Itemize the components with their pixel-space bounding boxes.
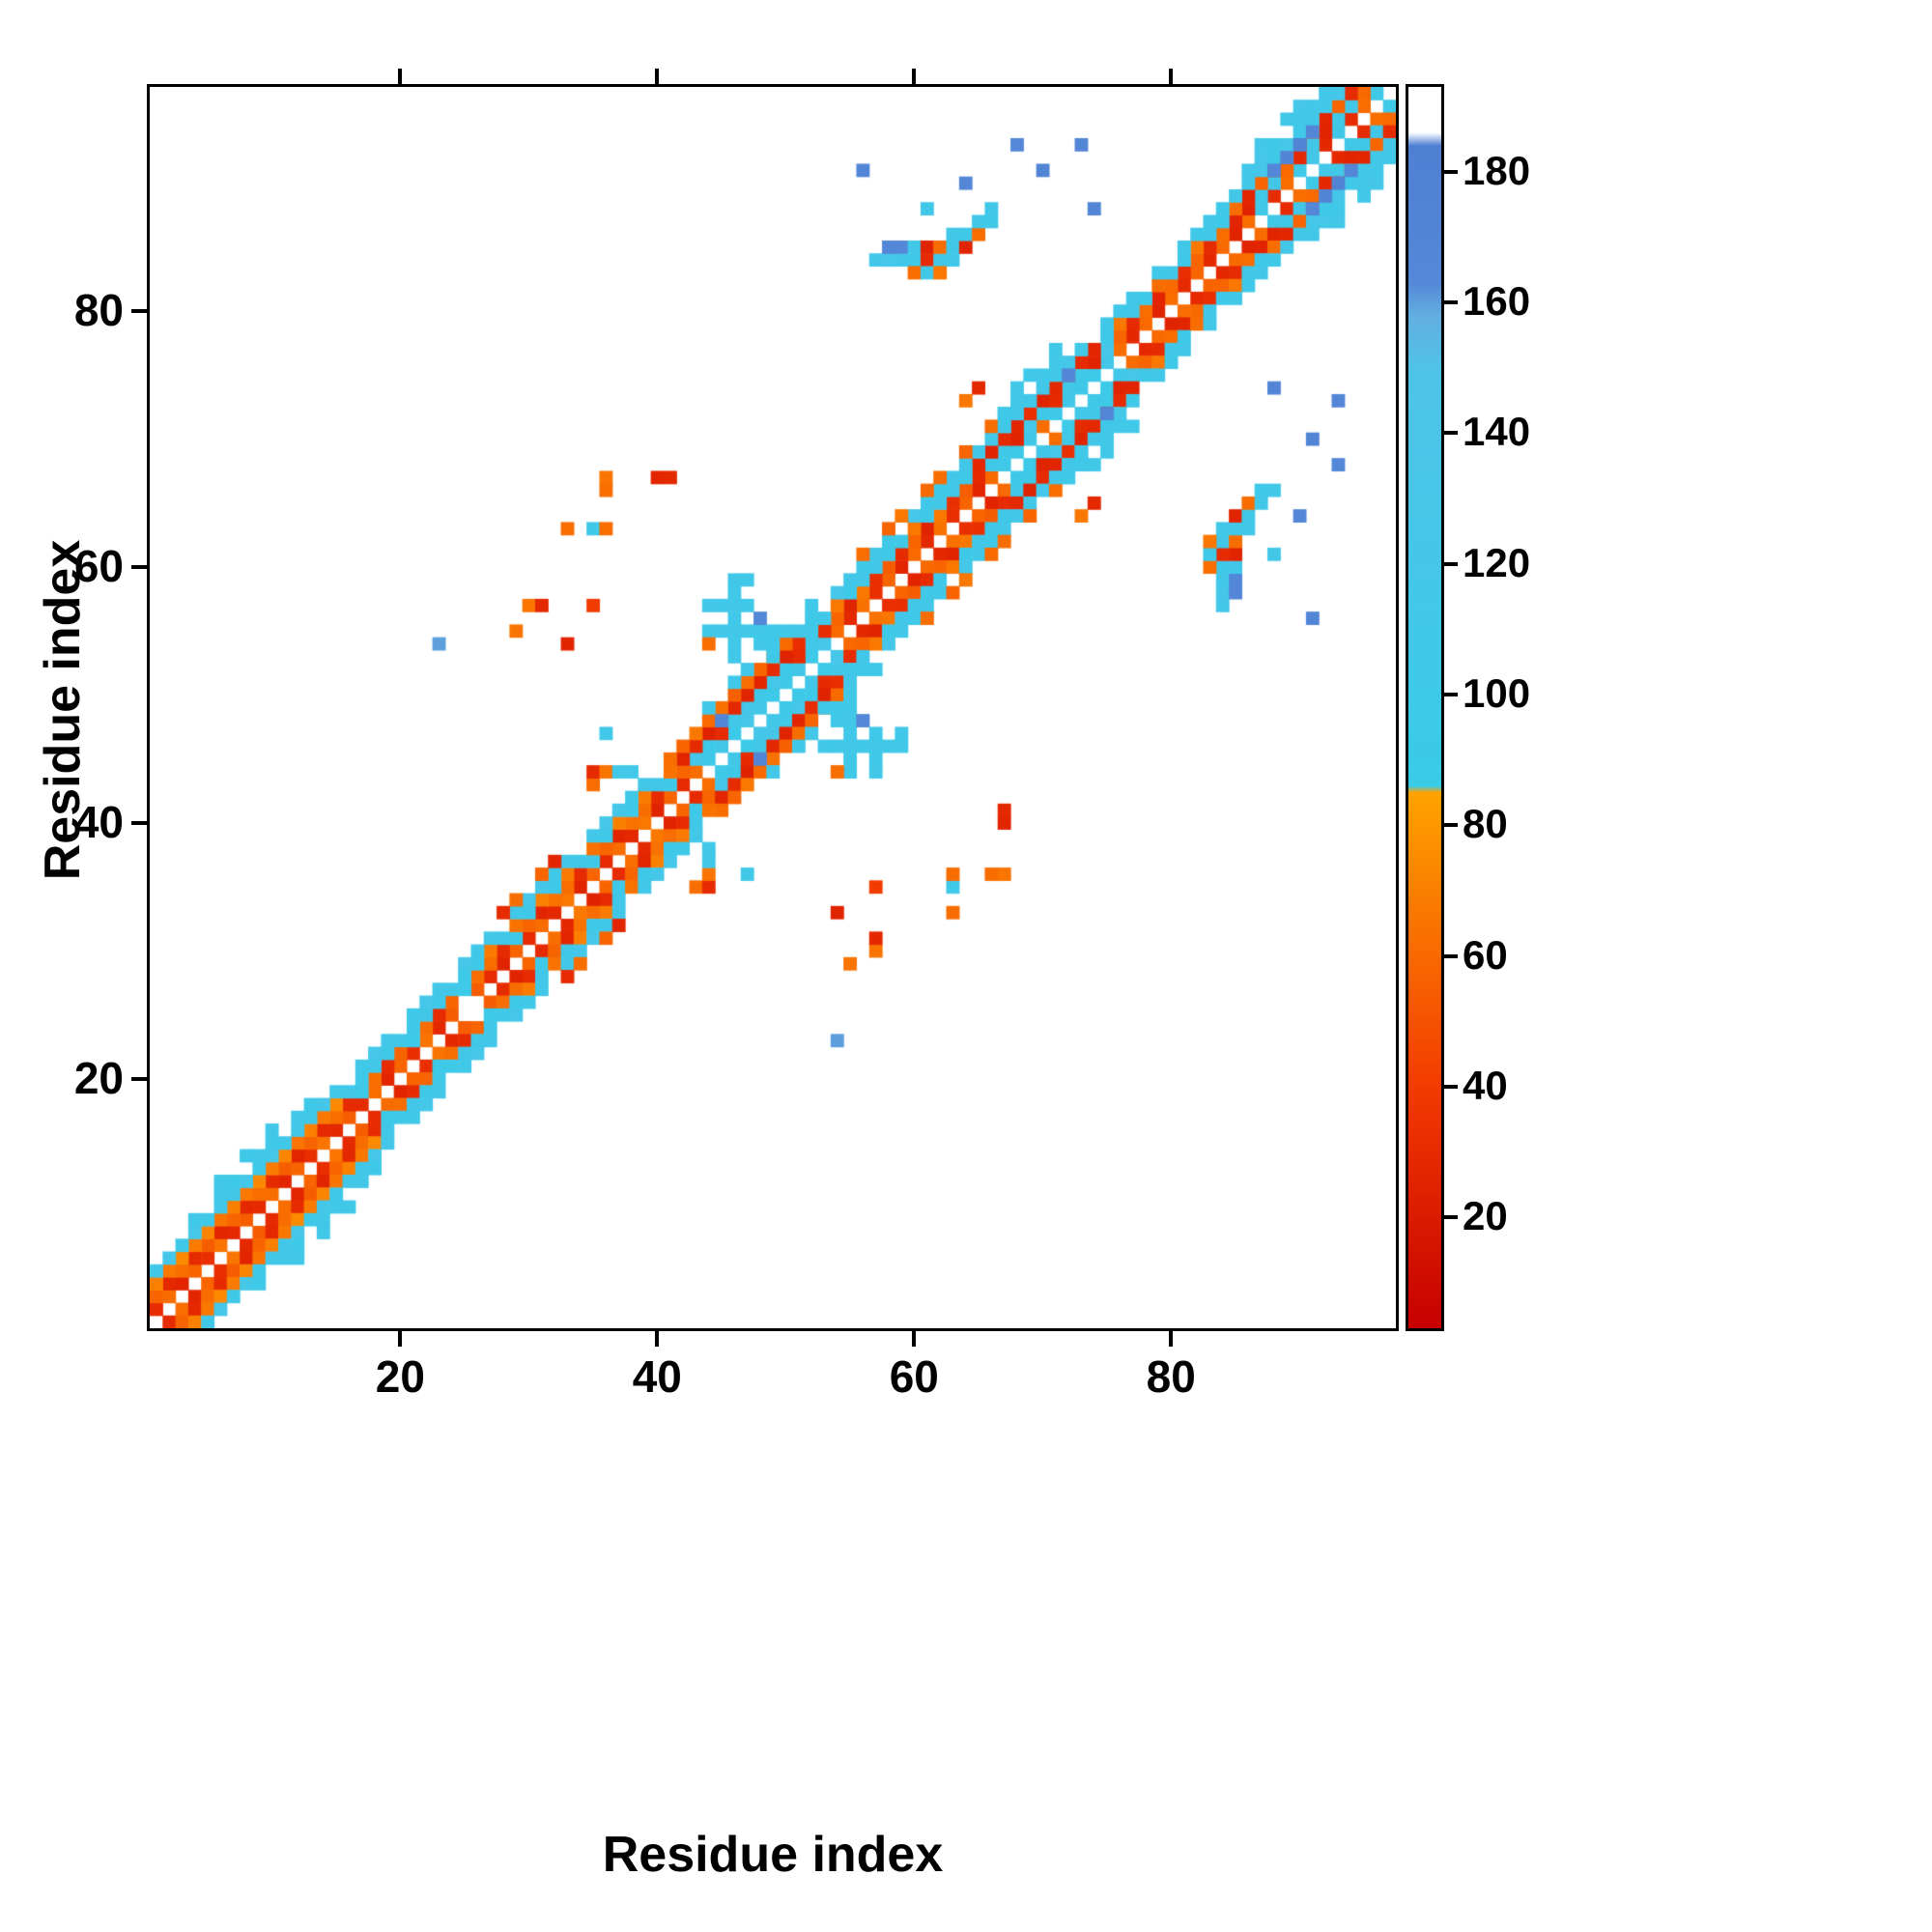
colorbar-tick-label: 160 (1463, 278, 1531, 325)
colorbar-tick-mark (1444, 692, 1458, 696)
colorbar-tick-label: 120 (1463, 539, 1531, 585)
heatmap-canvas (150, 87, 1396, 1328)
colorbar-tick-label: 40 (1463, 1062, 1508, 1108)
colorbar-gradient (1408, 87, 1441, 1328)
x-tick-mark (398, 1331, 403, 1347)
x-tick-label: 60 (889, 1351, 939, 1402)
x-tick-mark (655, 69, 660, 84)
colorbar-tick-label: 140 (1463, 409, 1531, 455)
y-tick-label: 60 (73, 540, 124, 591)
colorbar-tick-mark (1444, 823, 1458, 828)
y-axis-label: Residue index (35, 539, 91, 881)
x-tick-mark (1169, 1331, 1174, 1347)
colorbar-tick-mark (1444, 300, 1458, 305)
colorbar-tick-mark (1444, 431, 1458, 436)
x-axis-label: Residue index (602, 1827, 944, 1883)
y-tick-mark (131, 564, 147, 569)
x-tick-label: 20 (375, 1351, 425, 1402)
colorbar-tick-label: 100 (1463, 669, 1531, 716)
x-tick-label: 40 (632, 1351, 682, 1402)
x-tick-mark (655, 1331, 660, 1347)
x-tick-label: 80 (1146, 1351, 1196, 1402)
y-tick-label: 20 (73, 1052, 124, 1103)
colorbar-tick-mark (1444, 953, 1458, 958)
y-tick-mark (131, 820, 147, 825)
colorbar-tick-mark (1444, 561, 1458, 566)
colorbar-tick-mark (1444, 169, 1458, 174)
y-tick-label: 80 (73, 284, 124, 335)
x-tick-mark (1169, 69, 1174, 84)
colorbar (1406, 84, 1444, 1331)
x-tick-mark (912, 69, 917, 84)
y-tick-label: 40 (73, 796, 124, 847)
y-tick-mark (131, 1076, 147, 1081)
colorbar-tick-mark (1444, 1084, 1458, 1089)
x-tick-mark (912, 1331, 917, 1347)
colorbar-tick-label: 60 (1463, 931, 1508, 978)
x-tick-mark (398, 69, 403, 84)
plot-area (147, 84, 1399, 1331)
colorbar-tick-label: 180 (1463, 147, 1531, 193)
y-tick-mark (131, 308, 147, 313)
colorbar-tick-label: 20 (1463, 1193, 1508, 1239)
colorbar-tick-mark (1444, 1215, 1458, 1220)
colorbar-tick-label: 80 (1463, 801, 1508, 847)
